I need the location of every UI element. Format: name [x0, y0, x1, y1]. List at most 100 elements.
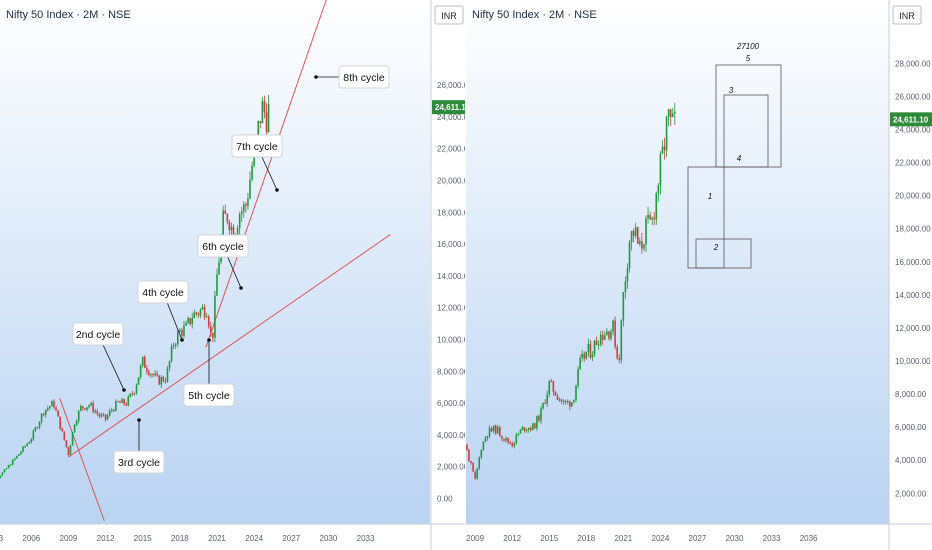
candle-body — [484, 437, 487, 442]
candle — [201, 304, 204, 310]
candle-body — [77, 410, 80, 421]
candle-body — [531, 423, 534, 431]
candle — [46, 405, 49, 412]
candle-body — [523, 427, 526, 431]
candle — [639, 237, 641, 247]
candle — [141, 356, 144, 368]
candle — [466, 443, 468, 451]
candle-body — [143, 356, 146, 368]
candle-body — [579, 357, 581, 370]
candle-body — [509, 442, 511, 444]
candle-body — [209, 326, 212, 333]
candle-body — [152, 374, 154, 376]
candle-body — [643, 244, 645, 249]
candle — [162, 375, 165, 383]
candle-body — [548, 381, 551, 395]
candle-body — [148, 371, 150, 376]
candle-body — [115, 401, 117, 412]
right-chart-pane[interactable]: Nifty 50 Index · 2M · NSE 2,000.00 4,000.0… — [466, 0, 932, 550]
candle-body — [575, 385, 577, 401]
candle-body — [187, 318, 189, 323]
y-tick-label: 20,000.00 — [895, 192, 931, 201]
left-chart-pane[interactable]: Nifty 50 Index · 2M · NSE 0.00 2,000.00 4,0… — [0, 0, 465, 550]
currency-label: INR — [899, 11, 915, 21]
candle-body — [585, 351, 588, 359]
annotation-box — [231, 134, 283, 158]
candle-body — [30, 439, 33, 443]
candle-body — [57, 410, 59, 417]
x-tick-label: 2018 — [577, 534, 595, 543]
candle — [148, 369, 150, 377]
candle — [20, 450, 22, 456]
candle-body — [135, 384, 138, 394]
candle — [1, 472, 4, 476]
candle — [205, 312, 208, 318]
candle — [191, 312, 194, 329]
annotation-dot — [239, 286, 243, 290]
candle — [593, 339, 596, 357]
candle — [626, 263, 629, 289]
candle-body — [587, 343, 590, 352]
candle — [490, 426, 493, 433]
candle — [193, 309, 196, 319]
candle-body — [604, 335, 606, 340]
candle-body — [521, 427, 524, 430]
candle — [661, 139, 664, 155]
candle — [492, 425, 495, 434]
annotation-label: 7th cycle — [236, 141, 278, 153]
candle-body — [32, 430, 35, 440]
cycle-annotation: 7th cycle — [231, 134, 283, 192]
candle — [573, 399, 575, 404]
candle — [636, 226, 639, 245]
candle — [104, 414, 107, 422]
plot-background — [466, 0, 889, 524]
candle-body — [486, 436, 489, 438]
candle — [259, 121, 262, 129]
candle — [42, 412, 45, 417]
candle-body — [230, 226, 233, 231]
candle-body — [573, 400, 575, 403]
candle-body — [259, 121, 262, 124]
candle-body — [554, 391, 557, 396]
candle — [44, 409, 47, 418]
candle-body — [618, 358, 621, 361]
candle-body — [44, 409, 47, 415]
candle-body — [236, 228, 239, 235]
candle — [538, 414, 540, 423]
x-tick-label: 2009 — [60, 534, 78, 543]
candle — [110, 407, 113, 413]
candle-body — [610, 331, 612, 339]
annotation-label: 4th cycle — [142, 287, 184, 299]
candle — [587, 338, 590, 357]
y-tick-label: 8,000.00 — [895, 390, 927, 399]
candle-body — [168, 361, 171, 369]
candle-body — [18, 454, 20, 456]
candle-body — [571, 402, 573, 407]
candle — [243, 201, 245, 218]
candle — [599, 331, 602, 347]
candle — [546, 390, 548, 407]
candle-body — [564, 400, 567, 402]
candle-body — [238, 214, 241, 229]
candle — [75, 419, 78, 426]
candle — [207, 314, 210, 329]
candle-body — [267, 103, 270, 132]
candle — [507, 437, 509, 445]
candle — [150, 373, 152, 378]
candle-body — [185, 322, 187, 326]
candle-body — [265, 112, 268, 132]
candle — [513, 441, 516, 449]
candle — [176, 329, 179, 347]
candle — [61, 427, 64, 432]
candle — [195, 311, 198, 317]
left-chart-svg[interactable]: Nifty 50 Index · 2M · NSE 0.00 2,000.00 4,0… — [0, 0, 465, 550]
candle — [579, 354, 581, 371]
candle — [228, 219, 231, 235]
candle — [137, 377, 140, 386]
cycle-annotation: 2nd cycle — [72, 322, 126, 392]
candle — [88, 404, 90, 409]
candle — [653, 212, 656, 226]
candle-body — [589, 343, 592, 358]
candle-body — [73, 424, 76, 433]
right-chart-svg[interactable]: Nifty 50 Index · 2M · NSE 2,000.00 4,000.0… — [466, 0, 932, 550]
